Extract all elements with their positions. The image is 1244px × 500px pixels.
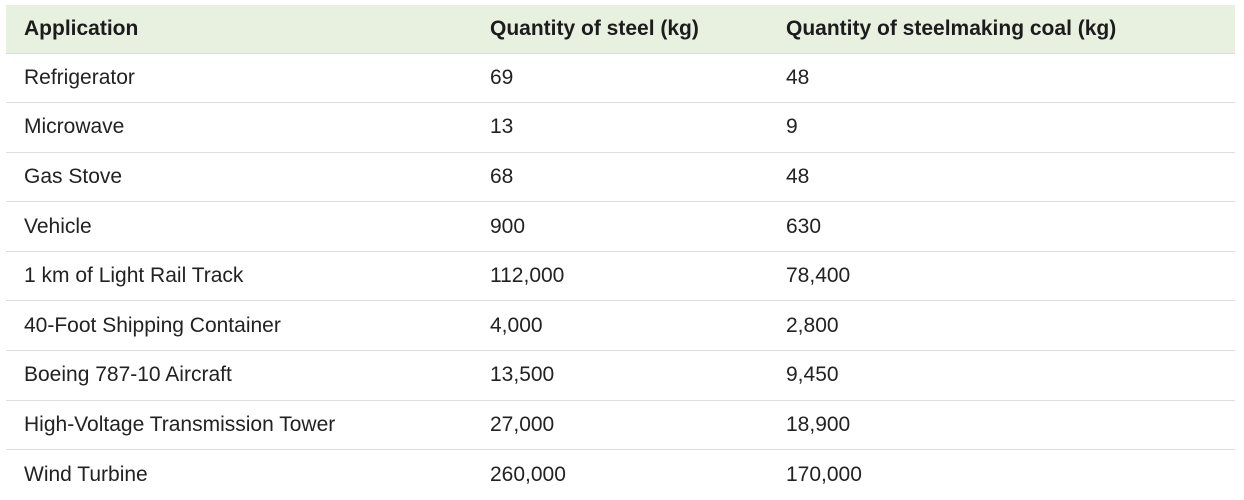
cell-application: Wind Turbine — [24, 462, 148, 486]
cell-steel-quantity: 900 — [472, 201, 768, 252]
steel-usage-table-container: Application Quantity of steel (kg) Quant… — [6, 5, 1235, 499]
cell-coal-quantity: 78,400 — [768, 251, 1235, 302]
cell-steel-quantity: 27,000 — [472, 400, 768, 451]
table-row: Microwave 13 9 — [6, 102, 1235, 153]
header-row: Application Quantity of steel (kg) Quant… — [6, 5, 1235, 54]
cell-coal-quantity: 9 — [768, 102, 1235, 153]
column-header-steel-quantity: Quantity of steel (kg) — [472, 5, 768, 54]
cell-application: Vehicle — [6, 201, 472, 252]
cell-coal-quantity: 170,000 — [786, 462, 862, 486]
cell-application: 1 km of Light Rail Track — [6, 251, 472, 302]
cell-coal-quantity: 630 — [768, 201, 1235, 252]
table-row: Gas Stove 68 48 — [6, 152, 1235, 203]
cell-steel-quantity: 112,000 — [472, 251, 768, 302]
table-body: Refrigerator 69 48 Microwave 13 9 Gas St… — [6, 53, 1235, 499]
table-row: 1 km of Light Rail Track 112,000 78,400 — [6, 251, 1235, 302]
cell-steel-quantity: 68 — [472, 152, 768, 203]
table-row: Boeing 787-10 Aircraft 13,500 9,450 — [6, 350, 1235, 401]
table-row: Refrigerator 69 48 — [6, 53, 1235, 104]
cell-application: Boeing 787-10 Aircraft — [6, 350, 472, 401]
cell-steel-quantity: 69 — [472, 53, 768, 104]
cell-application: High-Voltage Transmission Tower — [6, 400, 472, 451]
table-row: Wind Turbine 260,000 170,000 — [6, 450, 1235, 500]
table-row: High-Voltage Transmission Tower 27,000 1… — [6, 400, 1235, 451]
cell-coal-quantity: 9,450 — [768, 350, 1235, 401]
cell-application: Microwave — [6, 102, 472, 153]
table-header: Application Quantity of steel (kg) Quant… — [6, 5, 1235, 54]
cell-application: Gas Stove — [6, 152, 472, 203]
steel-usage-table: Application Quantity of steel (kg) Quant… — [6, 5, 1235, 499]
column-header-coal-quantity: Quantity of steelmaking coal (kg) — [768, 5, 1235, 54]
table-row: 40-Foot Shipping Container 4,000 2,800 — [6, 300, 1235, 352]
cell-application: 40-Foot Shipping Container — [6, 300, 472, 352]
cell-steel-quantity: 260,000 — [490, 462, 566, 486]
table-row: Vehicle 900 630 — [6, 201, 1235, 252]
cell-coal-quantity: 48 — [768, 53, 1235, 104]
cell-application: Refrigerator — [6, 53, 472, 104]
cell-steel-quantity: 4,000 — [472, 300, 768, 352]
column-header-application: Application — [6, 5, 472, 54]
cell-steel-quantity: 13,500 — [472, 350, 768, 401]
cell-coal-quantity: 2,800 — [768, 300, 1235, 352]
cell-coal-quantity: 48 — [768, 152, 1235, 203]
cell-steel-quantity: 13 — [472, 102, 768, 153]
cell-coal-quantity: 18,900 — [768, 400, 1235, 451]
